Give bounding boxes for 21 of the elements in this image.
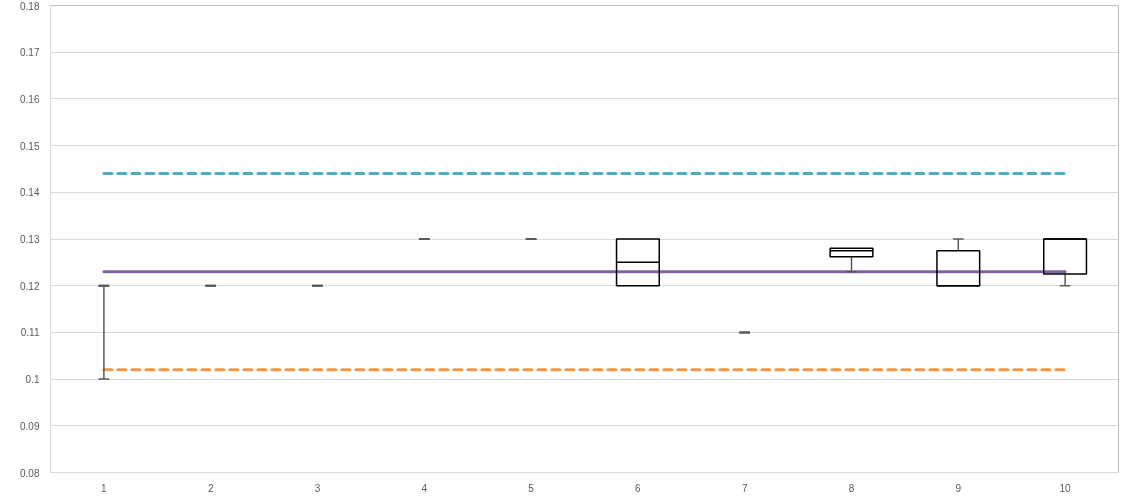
y-tick-label: 0.09 — [20, 420, 40, 432]
x-tick-label: 8 — [848, 482, 855, 494]
x-tick-label: 4 — [421, 482, 428, 494]
y-tick-label: 0.1 — [25, 374, 40, 386]
y-tick-label: 0.13 — [20, 234, 40, 245]
y-tick-label: 0.08 — [20, 467, 40, 479]
x-tick-label: 9 — [955, 482, 962, 494]
y-tick-label: 0.12 — [20, 280, 40, 292]
x-tick-label: 6 — [635, 482, 642, 494]
x-tick-label: 1 — [101, 482, 108, 494]
y-tick-label: 0.11 — [20, 327, 40, 339]
x-tick-label: 2 — [207, 482, 214, 494]
y-tick-label: 0.14 — [20, 187, 40, 199]
y-tick-label: 0.15 — [20, 140, 40, 152]
x-tick-label: 7 — [741, 482, 748, 494]
y-tick-label: 0.18 — [20, 0, 40, 12]
y-tick-label: 0.17 — [20, 47, 40, 59]
x-tick-label: 3 — [314, 482, 321, 494]
y-tick-label: 0.16 — [20, 93, 40, 105]
x-tick-label: 10 — [1059, 482, 1072, 494]
x-tick-label: 5 — [528, 482, 535, 494]
